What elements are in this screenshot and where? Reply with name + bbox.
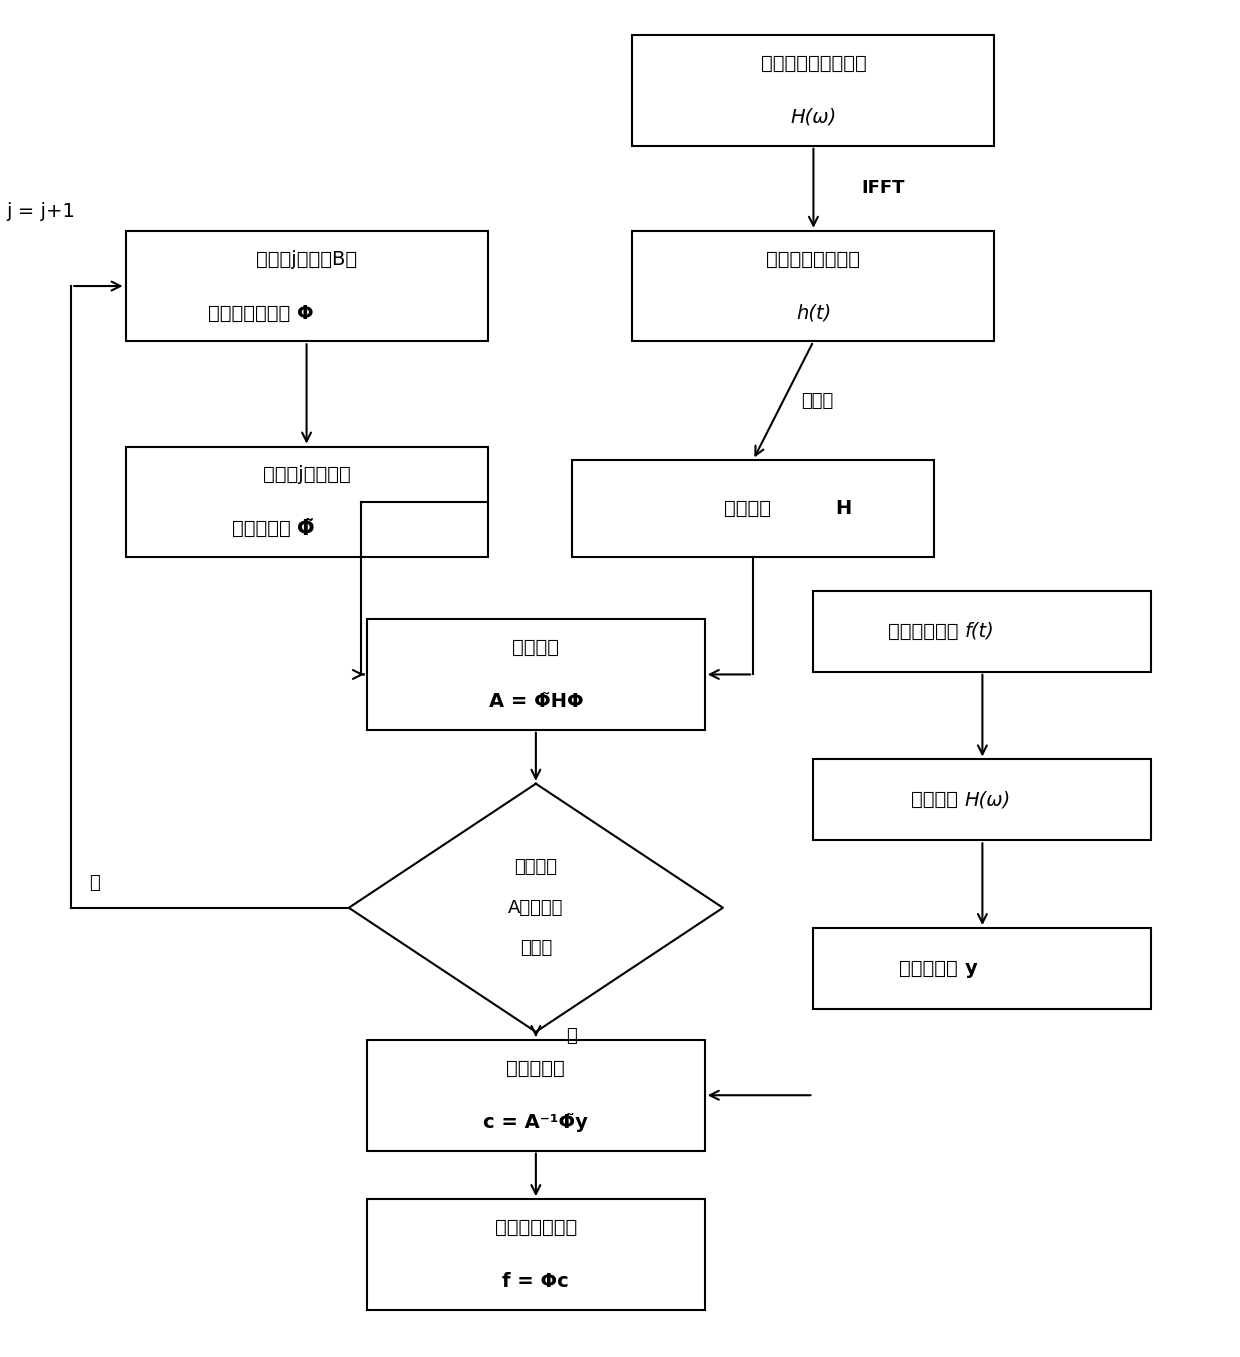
Text: A = Φ̃HΦ: A = Φ̃HΦ — [489, 692, 583, 711]
Text: j = j+1: j = j+1 — [6, 202, 76, 221]
Text: H(ω): H(ω) — [965, 790, 1011, 809]
Text: IFFT: IFFT — [862, 179, 905, 197]
Text: 系数矩阵: 系数矩阵 — [515, 859, 557, 877]
Text: 传递矩阵: 传递矩阵 — [724, 499, 770, 518]
Text: 的对偶矩阵: 的对偶矩阵 — [232, 520, 296, 539]
FancyBboxPatch shape — [367, 1200, 704, 1310]
FancyBboxPatch shape — [367, 1039, 704, 1151]
Text: A条件数是: A条件数是 — [508, 898, 563, 917]
FancyBboxPatch shape — [572, 460, 934, 558]
Text: 解卷积: 解卷积 — [801, 392, 833, 410]
Text: H: H — [836, 499, 852, 518]
Text: 系数矩阵: 系数矩阵 — [512, 638, 559, 657]
Text: h(t): h(t) — [796, 304, 831, 323]
FancyBboxPatch shape — [632, 35, 994, 145]
FancyBboxPatch shape — [813, 928, 1152, 1008]
Text: f = Φc: f = Φc — [502, 1272, 569, 1291]
FancyBboxPatch shape — [632, 231, 994, 342]
Text: f(t): f(t) — [965, 622, 994, 641]
Text: y: y — [965, 959, 977, 978]
Polygon shape — [348, 784, 723, 1031]
Text: H(ω): H(ω) — [790, 109, 837, 128]
FancyBboxPatch shape — [813, 760, 1152, 840]
Text: 构造第j层三次B样: 构造第j层三次B样 — [255, 250, 357, 269]
Text: 权系数向量: 权系数向量 — [506, 1058, 565, 1077]
Text: 加速度响应: 加速度响应 — [899, 959, 965, 978]
Text: c = A⁻¹Φ̃y: c = A⁻¹Φ̃y — [484, 1113, 588, 1132]
FancyBboxPatch shape — [125, 446, 487, 558]
Text: 否: 否 — [89, 874, 100, 893]
Text: 锤击法测量频响函数: 锤击法测量频响函数 — [760, 54, 867, 73]
Text: 单位脉冲响应函数: 单位脉冲响应函数 — [766, 250, 861, 269]
Text: 是: 是 — [565, 1027, 577, 1045]
Text: 条尺度函数矩阵: 条尺度函数矩阵 — [208, 304, 296, 323]
Text: Φ̃: Φ̃ — [296, 518, 315, 539]
Text: 否最小: 否最小 — [520, 939, 552, 957]
Text: 机械结构: 机械结构 — [911, 790, 965, 809]
Text: 最优正则化载荷: 最优正则化载荷 — [495, 1217, 577, 1238]
FancyBboxPatch shape — [813, 590, 1152, 672]
FancyBboxPatch shape — [367, 619, 704, 730]
Text: 构造第j层基函数: 构造第j层基函数 — [263, 465, 351, 484]
Text: Φ: Φ — [296, 304, 314, 323]
Text: 待识别载荷力: 待识别载荷力 — [888, 622, 965, 641]
FancyBboxPatch shape — [125, 231, 487, 342]
